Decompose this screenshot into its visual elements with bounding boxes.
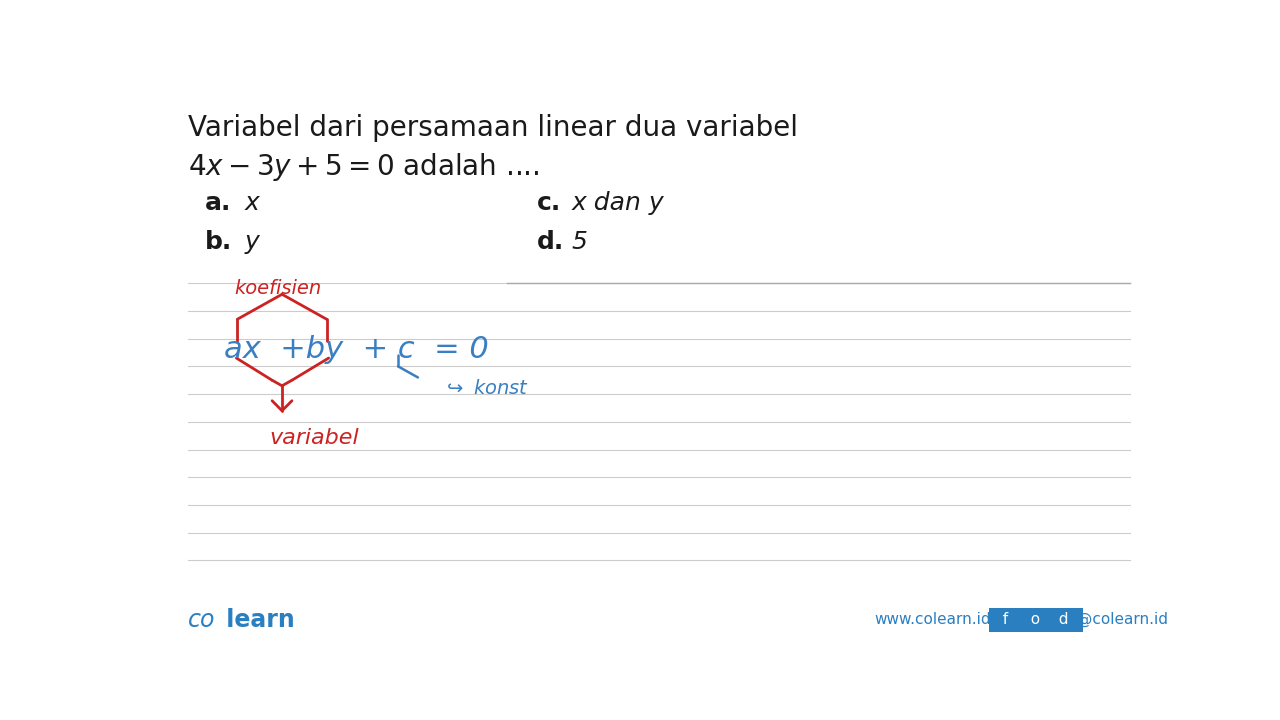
- Text: learn: learn: [218, 608, 294, 631]
- Text: o: o: [1021, 612, 1050, 627]
- Text: x: x: [244, 191, 259, 215]
- Text: variabel: variabel: [269, 428, 358, 449]
- Text: c.: c.: [538, 191, 561, 215]
- Text: ax  +by  + c  = 0: ax +by + c = 0: [224, 336, 489, 364]
- Text: co: co: [188, 608, 215, 631]
- Text: @colearn.id: @colearn.id: [1076, 612, 1167, 627]
- Text: y: y: [244, 230, 259, 253]
- Text: $\hookrightarrow$ konst: $\hookrightarrow$ konst: [443, 379, 529, 398]
- Text: d: d: [1048, 612, 1078, 627]
- Text: b.: b.: [205, 230, 232, 253]
- Text: 5: 5: [572, 230, 588, 253]
- Text: Variabel dari persamaan linear dua variabel: Variabel dari persamaan linear dua varia…: [188, 114, 797, 142]
- Text: f: f: [993, 612, 1018, 627]
- Text: a.: a.: [205, 191, 230, 215]
- Text: koefisien: koefisien: [234, 279, 321, 298]
- Text: $4x - 3y + 5 = 0$ adalah ....: $4x - 3y + 5 = 0$ adalah ....: [188, 150, 539, 183]
- Text: www.colearn.id: www.colearn.id: [874, 612, 991, 627]
- Text: d.: d.: [538, 230, 564, 253]
- Text: x dan y: x dan y: [572, 191, 664, 215]
